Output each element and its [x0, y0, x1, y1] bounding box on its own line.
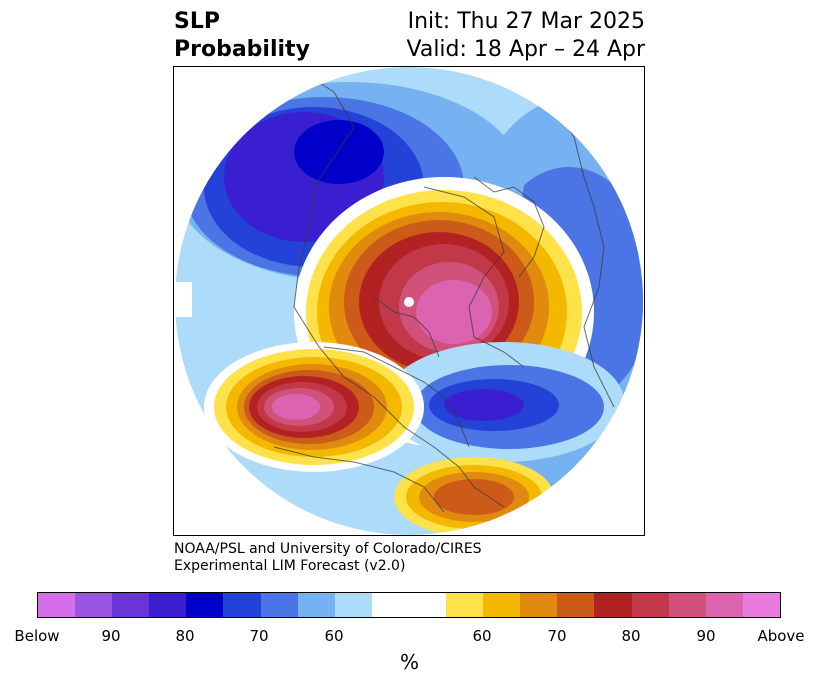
- colorbar-tick-label: 90: [696, 627, 716, 645]
- title-line-1: SLP: [174, 9, 220, 34]
- colorbar-tick-label: Above: [757, 627, 805, 645]
- forecast-dates: Init: Thu 27 Mar 2025 Valid: 18 Apr – 24…: [407, 8, 646, 64]
- credit-text: NOAA/PSL and University of Colorado/CIRE…: [174, 541, 482, 575]
- valid-range: Valid: 18 Apr – 24 Apr: [406, 37, 646, 62]
- colorbar-segment: [594, 593, 632, 617]
- map-title: SLP Probability: [174, 8, 310, 64]
- north-pole-marker: [404, 297, 414, 307]
- init-date: Init: Thu 27 Mar 2025: [407, 9, 645, 34]
- credit-line-2: Experimental LIM Forecast (v2.0): [174, 558, 406, 574]
- title-line-2: Probability: [174, 37, 310, 62]
- colorbar-segment: [186, 593, 224, 617]
- colorbar-segment: [705, 593, 743, 617]
- colorbar-segment: [668, 593, 706, 617]
- credit-line-1: NOAA/PSL and University of Colorado/CIRE…: [174, 541, 482, 557]
- map-panel: [173, 66, 645, 536]
- colorbar-segment: [334, 593, 372, 617]
- colorbar-segment: [75, 593, 113, 617]
- probability-map: [174, 67, 644, 535]
- colorbar-tick-label: 70: [249, 627, 269, 645]
- colorbar-segment: [446, 593, 484, 617]
- colorbar-tick-label: 90: [101, 627, 121, 645]
- colorbar-ticks: Below 90 80 70 60 60 70 80 90 Above: [0, 627, 819, 647]
- colorbar-segment: [38, 593, 76, 617]
- colorbar-segment: [223, 593, 261, 617]
- colorbar-segment: [371, 593, 447, 617]
- colorbar-segment: [112, 593, 150, 617]
- colorbar: [37, 592, 781, 618]
- colorbar-segment: [483, 593, 521, 617]
- colorbar-tick-label: 80: [621, 627, 641, 645]
- colorbar-tick-label: 80: [175, 627, 195, 645]
- colorbar-segment: [149, 593, 187, 617]
- colorbar-unit: %: [399, 650, 419, 674]
- colorbar-segment: [557, 593, 595, 617]
- colorbar-segment: [520, 593, 558, 617]
- colorbar-segment: [297, 593, 335, 617]
- colorbar-tick-label: 60: [472, 627, 492, 645]
- colorbar-segment: [260, 593, 298, 617]
- colorbar-segment: [742, 593, 780, 617]
- colorbar-tick-label: Below: [14, 627, 60, 645]
- colorbar-tick-label: 70: [547, 627, 567, 645]
- colorbar-segment: [631, 593, 669, 617]
- colorbar-tick-label: 60: [324, 627, 344, 645]
